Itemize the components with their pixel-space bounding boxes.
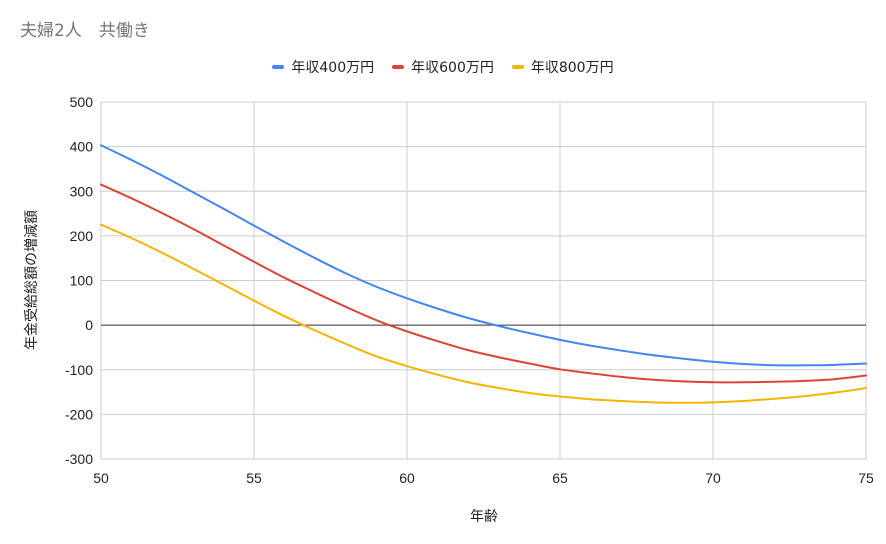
x-tick-label: 70	[705, 470, 721, 486]
legend-label-600: 年収600万円	[411, 60, 494, 76]
chart-title: 夫婦2人 共働き	[20, 21, 150, 41]
y-tick-label: 100	[70, 273, 94, 289]
legend-label-400: 年収400万円	[291, 60, 375, 76]
x-tick-label: 75	[858, 470, 874, 486]
y-axis-title: 年金受給総額の増減額	[23, 210, 40, 350]
legend-item-400[interactable]: 年収400万円	[272, 57, 374, 77]
legend-label-800: 年収800万円	[530, 60, 614, 76]
x-tick-label: 50	[93, 470, 109, 486]
legend-swatch-600	[392, 65, 405, 69]
x-tick-label: 65	[552, 470, 568, 486]
y-tick-label: 400	[70, 139, 94, 155]
y-tick-label: -200	[65, 406, 93, 422]
series-line-0[interactable]	[100, 144, 867, 367]
y-tick-label: 200	[70, 228, 94, 244]
legend-item-800[interactable]: 年収800万円	[511, 57, 614, 77]
x-tick-label: 55	[246, 470, 262, 486]
series-line-1[interactable]	[100, 183, 867, 384]
x-axis-title: 年齢	[470, 509, 498, 525]
y-tick-label: -100	[65, 362, 93, 378]
series-line-2[interactable]	[100, 223, 867, 404]
x-tick-label: 60	[399, 470, 415, 486]
y-tick-label: -300	[65, 451, 93, 467]
y-tick-label: 0	[85, 317, 93, 333]
x-tick-labels: 50 55 60 65 70 75	[93, 470, 874, 486]
legend-swatch-800	[511, 65, 524, 69]
y-tick-labels: 500 400 300 200 100 0 -100 -200 -300	[65, 94, 93, 467]
grid-lines	[100, 101, 867, 460]
legend-swatch-400	[272, 65, 285, 69]
legend-item-600[interactable]: 年収600万円	[392, 57, 494, 77]
y-tick-label: 500	[70, 94, 94, 110]
legend: 年収400万円 年収600万円 年収800万円	[0, 57, 886, 77]
series-lines	[100, 144, 867, 404]
y-tick-label: 300	[70, 183, 94, 199]
